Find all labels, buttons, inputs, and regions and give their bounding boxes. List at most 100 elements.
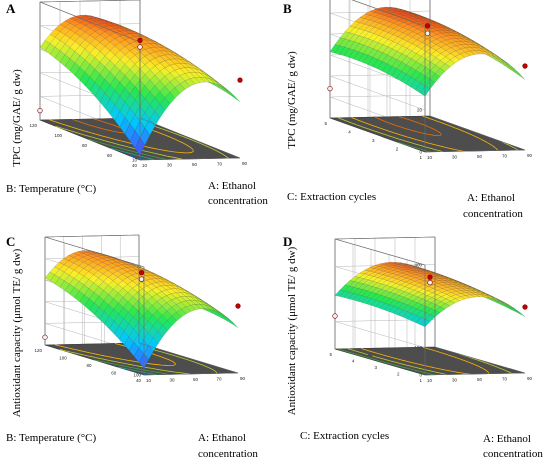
surface-cell bbox=[228, 319, 239, 328]
x-tick-label: 30 bbox=[167, 163, 173, 168]
z-tick-label: 20 bbox=[417, 108, 423, 113]
response-surface bbox=[329, 6, 526, 97]
x-tick-label: 30 bbox=[452, 378, 458, 383]
x-tick-label: 10 bbox=[427, 155, 433, 160]
surface-cell bbox=[224, 88, 236, 99]
frame-edges bbox=[334, 236, 526, 376]
contour-line bbox=[110, 147, 155, 161]
panel-b-plot: 0102030405060103050709012345 bbox=[324, 0, 533, 160]
frame-edge bbox=[424, 149, 526, 153]
y-tick-label: 60 bbox=[111, 371, 117, 376]
x-tick-label: 90 bbox=[242, 161, 248, 166]
contour-line bbox=[93, 342, 238, 375]
frame-edge bbox=[334, 238, 426, 266]
y-tick-label: 4 bbox=[348, 130, 351, 135]
surface-cell bbox=[515, 70, 526, 80]
panel-a-x-axis-title-line1: A: Ethanol bbox=[208, 180, 256, 192]
design-point bbox=[424, 30, 431, 36]
panel-b-y-axis-title: C: Extraction cycles bbox=[287, 191, 376, 203]
x-tick-label: 10 bbox=[146, 378, 152, 383]
surface-cell bbox=[223, 316, 234, 325]
y-tick-label: 4 bbox=[352, 359, 355, 364]
design-points bbox=[42, 269, 241, 340]
y-tick-label: 120 bbox=[29, 123, 37, 128]
panel-a-z-axis-title: TPC (mg/GAE/ g dw) bbox=[11, 69, 23, 167]
y-tick-label: 60 bbox=[107, 153, 113, 158]
frame-edges bbox=[44, 234, 239, 376]
panel-c-label: C bbox=[6, 234, 15, 249]
frame-edges bbox=[351, 0, 526, 153]
x-tick-label: 10 bbox=[142, 163, 148, 168]
contour-line bbox=[398, 142, 431, 153]
x-tick-label: 50 bbox=[477, 377, 483, 382]
surface-cell bbox=[219, 85, 231, 95]
x-tick-label: 90 bbox=[527, 153, 533, 158]
frame-edges bbox=[39, 0, 241, 161]
design-points bbox=[327, 23, 528, 92]
x-tick-label: 30 bbox=[170, 378, 176, 383]
design-point bbox=[522, 63, 528, 69]
panel-a-label: A bbox=[6, 1, 16, 16]
response-surface bbox=[39, 14, 241, 157]
design-point bbox=[235, 303, 241, 309]
y-tick-label: 5 bbox=[324, 121, 327, 126]
panel-d: D 0100200300400103050709012345 Antioxida… bbox=[283, 234, 543, 460]
design-point bbox=[522, 304, 528, 310]
surface-cell bbox=[510, 67, 521, 77]
design-point bbox=[427, 274, 433, 280]
contour-line bbox=[337, 348, 525, 376]
frame-edge bbox=[429, 115, 526, 151]
frame-edge bbox=[138, 342, 239, 374]
contour-floor: 10 30 50 70 90 1 2 3 4 5 bbox=[324, 115, 533, 160]
panel-d-y-axis-title: C: Extraction cycles bbox=[300, 430, 389, 442]
z-tick-label: 10 bbox=[132, 158, 138, 163]
y-tick-label: 100 bbox=[54, 133, 62, 138]
y-tick-label: 1 bbox=[419, 155, 422, 160]
y-tick-label: 80 bbox=[82, 143, 88, 148]
z-tick-label: 0 bbox=[419, 373, 422, 378]
y-tick-label: 120 bbox=[34, 348, 42, 353]
frame-edge bbox=[44, 236, 145, 268]
x-tick-label: 70 bbox=[217, 377, 223, 382]
frame-edge bbox=[139, 117, 241, 159]
design-point bbox=[138, 276, 145, 282]
panel-b-label: B bbox=[283, 1, 292, 16]
panel-d-z-axis-title: Antioxidant capacity (μmol TE/ g dw) bbox=[286, 246, 298, 415]
z-tick-label: 0 bbox=[419, 150, 422, 155]
contour-line bbox=[347, 348, 512, 375]
y-tick-label: 5 bbox=[329, 352, 332, 357]
y-tick-label: 100 bbox=[59, 356, 67, 361]
panel-b-x-axis-title-line1: A: Ethanol bbox=[467, 192, 515, 204]
contour-line bbox=[87, 117, 167, 160]
contour-line bbox=[375, 116, 442, 136]
x-tick-label: 50 bbox=[193, 377, 199, 382]
y-tick-label: 80 bbox=[86, 363, 92, 368]
panel-c-z-axis-title: Antioxidant capacity (μmol TE/ g dw) bbox=[11, 248, 23, 417]
z-tick-label: 400 bbox=[414, 263, 422, 268]
design-point bbox=[42, 334, 48, 340]
panel-c-y-axis-title: B: Temperature (°C) bbox=[6, 432, 97, 444]
x-tick-label: 70 bbox=[502, 154, 508, 159]
panel-a-y-axis-title: B: Temperature (°C) bbox=[6, 183, 97, 195]
design-point bbox=[137, 44, 143, 50]
panel-a-plot: 1020304050601030507090406080100120 bbox=[29, 0, 248, 168]
design-point bbox=[424, 23, 431, 29]
panel-b: B 0102030405060103050709012345 TPC (mg/G… bbox=[283, 0, 533, 220]
x-tick-label: 10 bbox=[427, 378, 433, 383]
frame-edge bbox=[434, 346, 526, 374]
design-points bbox=[37, 37, 243, 114]
surface-cell bbox=[510, 307, 521, 315]
y-tick-label: 2 bbox=[397, 372, 400, 377]
panel-d-label: D bbox=[283, 234, 292, 249]
frame-edge bbox=[334, 236, 436, 240]
frame-edge bbox=[39, 1, 141, 43]
y-tick-label: 3 bbox=[372, 138, 375, 143]
panel-c-plot: 1001502002503003501030507090406080100120 bbox=[34, 234, 246, 383]
frame-edge bbox=[139, 157, 241, 161]
design-point bbox=[327, 85, 333, 92]
frame-edge bbox=[39, 0, 141, 3]
design-point bbox=[137, 37, 143, 44]
design-point bbox=[138, 269, 145, 276]
x-tick-label: 90 bbox=[240, 376, 246, 381]
